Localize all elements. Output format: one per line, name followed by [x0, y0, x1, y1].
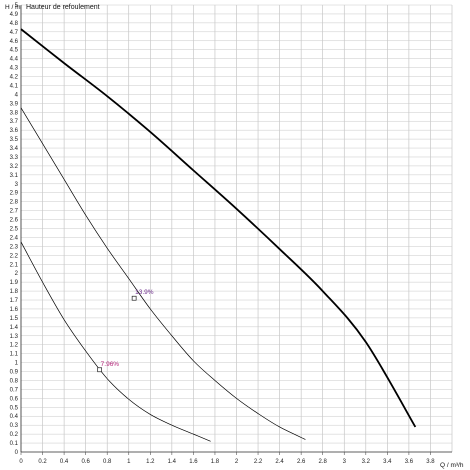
- series-line-3: [20, 241, 211, 442]
- x-tick-label: 3.2: [362, 459, 371, 465]
- y-tick-label: 3.1: [10, 173, 19, 179]
- x-tick-label: 3: [343, 459, 347, 465]
- y-tick-label: 4.1: [10, 83, 19, 89]
- x-tick-label: 3.8: [426, 459, 435, 465]
- x-tick-label: 0.2: [38, 459, 47, 465]
- y-tick-label: 0.1: [10, 441, 19, 447]
- y-tick-label: 2.2: [10, 253, 19, 259]
- y-tick-label: 0: [15, 450, 19, 456]
- y-tick-label: 2.8: [10, 200, 19, 206]
- y-tick-label: 1.7: [10, 298, 19, 304]
- y-tick-label: 1.9: [10, 280, 19, 286]
- y-tick-label: 2.4: [10, 235, 19, 241]
- x-tick-label: 2.2: [254, 459, 263, 465]
- y-tick-label: 3.8: [10, 110, 19, 116]
- y-tick-label: 4.2: [10, 75, 19, 81]
- y-tick-label: 3: [15, 182, 19, 188]
- series-line-2: [20, 107, 306, 440]
- y-tick-label: 4.7: [10, 30, 19, 36]
- y-tick-label: 3.6: [10, 128, 19, 134]
- x-tick-label: 3.6: [405, 459, 414, 465]
- y-tick-label: 4.8: [10, 21, 19, 27]
- y-tick-label: 3.4: [10, 146, 19, 152]
- y-tick-label: 1.2: [10, 343, 19, 349]
- operating-point-marker: [97, 367, 103, 373]
- y-tick-label: 1.3: [10, 334, 19, 340]
- operating-point-marker: [131, 295, 137, 301]
- y-tick-label: 2.3: [10, 244, 19, 250]
- y-tick-label: 1.4: [10, 325, 19, 331]
- x-tick-label: 3.4: [383, 459, 392, 465]
- chart-title: Hauteur de refoulement: [26, 4, 100, 11]
- y-tick-label: 4.9: [10, 12, 19, 18]
- y-tick-label: 0.7: [10, 387, 19, 393]
- y-tick-label: 1.6: [10, 307, 19, 313]
- y-tick-label: 0.5: [10, 405, 19, 411]
- y-tick-label: 0.2: [10, 432, 19, 438]
- y-tick-label: 4.6: [10, 39, 19, 45]
- x-tick-label: 1.2: [146, 459, 155, 465]
- y-tick-label: 3.2: [10, 164, 19, 170]
- x-tick-label: 0.4: [60, 459, 69, 465]
- x-axis-label: Q / m³/h: [440, 462, 464, 469]
- y-tick-label: 0.8: [10, 378, 19, 384]
- operating-point-label: 13.9%: [135, 289, 154, 296]
- y-tick-label: 3.3: [10, 155, 19, 161]
- y-tick-label: 3.5: [10, 137, 19, 143]
- y-tick-label: 1: [15, 361, 19, 367]
- grid: [20, 4, 453, 455]
- x-tick-label: 1: [127, 459, 131, 465]
- operating-point-label: 7.96%: [101, 361, 120, 368]
- x-tick-label: 2.6: [297, 459, 306, 465]
- x-tick-label: 0.6: [81, 459, 90, 465]
- y-tick-label: 3.9: [10, 101, 19, 107]
- y-tick-label: 2.6: [10, 218, 19, 224]
- series-layer: [20, 28, 417, 442]
- y-tick-label: 1.8: [10, 289, 19, 295]
- y-tick-label: 2.7: [10, 209, 19, 215]
- x-tick-label: 1.6: [189, 459, 198, 465]
- y-tick-label: 0.9: [10, 370, 19, 376]
- series-line-1: [20, 28, 417, 428]
- annotations: 13.9% 7.96%: [97, 289, 154, 373]
- y-tick-label: 5: [15, 3, 19, 9]
- x-tick-label: 2: [235, 459, 239, 465]
- y-tick-label: 0.6: [10, 396, 19, 402]
- x-tick-label: 2.8: [319, 459, 328, 465]
- tick-labels: 0 0.2 0.4 0.6 0.8 1 1.2 1.4 1.6 1.8 2 2.2 2.4 2.6 2.8 3…: [10, 3, 436, 465]
- x-tick-label: 1.4: [168, 459, 177, 465]
- y-tick-label: 4: [15, 92, 19, 98]
- y-tick-label: 2: [15, 271, 19, 277]
- y-tick-label: 1.1: [10, 352, 19, 358]
- y-tick-label: 2.5: [10, 227, 19, 233]
- y-tick-label: 4.5: [10, 48, 19, 54]
- y-tick-label: 0.4: [10, 414, 19, 420]
- y-tick-label: 4.4: [10, 57, 19, 63]
- x-tick-label: 0: [19, 459, 23, 465]
- y-tick-label: 2.9: [10, 191, 19, 197]
- x-tick-label: 0.8: [103, 459, 112, 465]
- x-tick-label: 1.8: [211, 459, 220, 465]
- x-tick-label: 2.4: [275, 459, 284, 465]
- y-tick-label: 4.3: [10, 66, 19, 72]
- y-tick-label: 1.5: [10, 316, 19, 322]
- y-axis-label: H / m: [5, 4, 21, 11]
- y-tick-label: 2.1: [10, 262, 19, 268]
- y-tick-label: 0.3: [10, 423, 19, 429]
- y-tick-label: 3.7: [10, 119, 19, 125]
